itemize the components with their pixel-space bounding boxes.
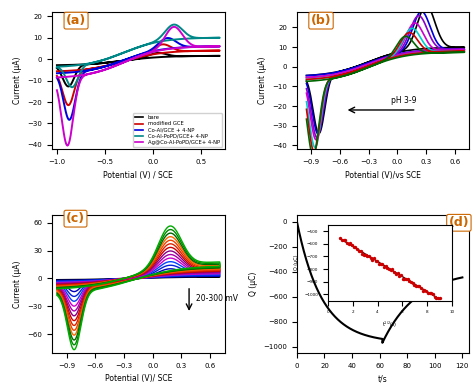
Text: 20-300 mV: 20-300 mV <box>196 294 238 303</box>
Y-axis label: Current (μA): Current (μA) <box>13 260 22 308</box>
Ag@Co-Al-PoPD/GCE+ 4-NP <box>186 40 192 45</box>
Line: bare: bare <box>57 53 220 87</box>
Y-axis label: Current (μA): Current (μA) <box>258 57 267 104</box>
modified GCE <box>54 74 60 78</box>
Co-Al/GCE + 4-NP <box>87 68 93 73</box>
Co-Al-PoPD/GCE+ 4-NP <box>126 49 131 53</box>
bare <box>126 58 131 62</box>
bare <box>54 66 60 71</box>
Co-Al-PoPD/GCE+ 4-NP <box>87 61 93 65</box>
Co-Al-PoPD/GCE+ 4-NP <box>172 22 177 27</box>
Co-Al/GCE + 4-NP <box>119 58 125 63</box>
bare <box>119 58 125 63</box>
Text: (b): (b) <box>310 14 331 27</box>
modified GCE <box>119 59 125 64</box>
Ag@Co-Al-PoPD/GCE+ 4-NP <box>54 75 60 80</box>
Line: Co-Al-PoPD/GCE+ 4-NP: Co-Al-PoPD/GCE+ 4-NP <box>57 25 220 87</box>
Co-Al-PoPD/GCE+ 4-NP <box>198 36 204 40</box>
modified GCE <box>156 51 162 56</box>
Text: pH 3-9: pH 3-9 <box>391 96 417 105</box>
X-axis label: Potential (V)/ SCE: Potential (V)/ SCE <box>105 374 172 383</box>
Y-axis label: Current (μA): Current (μA) <box>13 57 22 104</box>
bare <box>198 54 204 58</box>
bare <box>54 63 60 67</box>
modified GCE <box>186 49 192 53</box>
Co-Al-PoPD/GCE+ 4-NP <box>119 51 125 56</box>
modified GCE <box>160 42 166 47</box>
modified GCE <box>126 58 131 62</box>
Co-Al/GCE + 4-NP <box>165 36 171 40</box>
Co-Al-PoPD/GCE+ 4-NP <box>54 64 60 69</box>
Ag@Co-Al-PoPD/GCE+ 4-NP <box>119 60 125 65</box>
Co-Al-PoPD/GCE+ 4-NP <box>156 40 162 44</box>
modified GCE <box>65 103 71 107</box>
Co-Al/GCE + 4-NP <box>198 44 204 49</box>
X-axis label: t/s: t/s <box>378 374 388 383</box>
Ag@Co-Al-PoPD/GCE+ 4-NP <box>171 25 177 29</box>
modified GCE <box>198 49 204 53</box>
Co-Al/GCE + 4-NP <box>54 75 60 80</box>
bare <box>65 84 71 89</box>
Co-Al/GCE + 4-NP <box>126 56 131 61</box>
bare <box>156 55 162 60</box>
modified GCE <box>54 69 60 74</box>
Ag@Co-Al-PoPD/GCE+ 4-NP <box>198 44 204 49</box>
Co-Al-PoPD/GCE+ 4-NP <box>69 85 75 89</box>
X-axis label: Potential (V)/vs SCE: Potential (V)/vs SCE <box>345 171 421 180</box>
Ag@Co-Al-PoPD/GCE+ 4-NP <box>126 58 131 63</box>
Line: Co-Al/GCE + 4-NP: Co-Al/GCE + 4-NP <box>57 38 220 120</box>
Co-Al/GCE + 4-NP <box>186 44 192 49</box>
Line: modified GCE: modified GCE <box>57 44 220 105</box>
Co-Al/GCE + 4-NP <box>66 118 72 122</box>
Legend: bare, modified GCE, Co-Al/GCE + 4-NP, Co-Al-PoPD/GCE+ 4-NP, Ag@Co-Al-PoPD/GCE+ 4: bare, modified GCE, Co-Al/GCE + 4-NP, Co… <box>133 113 222 147</box>
Co-Al-PoPD/GCE+ 4-NP <box>186 33 192 38</box>
Ag@Co-Al-PoPD/GCE+ 4-NP <box>87 71 93 76</box>
Text: (d): (d) <box>448 216 469 229</box>
Co-Al/GCE + 4-NP <box>156 48 162 53</box>
modified GCE <box>87 66 93 71</box>
bare <box>87 62 93 66</box>
bare <box>155 51 161 55</box>
Y-axis label: Q (μC): Q (μC) <box>249 272 258 296</box>
Co-Al/GCE + 4-NP <box>54 71 60 76</box>
Ag@Co-Al-PoPD/GCE+ 4-NP <box>64 143 70 148</box>
Text: (a): (a) <box>66 14 86 27</box>
Co-Al-PoPD/GCE+ 4-NP <box>54 65 60 70</box>
Ag@Co-Al-PoPD/GCE+ 4-NP <box>54 88 60 93</box>
X-axis label: Potential (V) / SCE: Potential (V) / SCE <box>103 171 173 180</box>
Ag@Co-Al-PoPD/GCE+ 4-NP <box>156 48 162 53</box>
Line: Ag@Co-Al-PoPD/GCE+ 4-NP: Ag@Co-Al-PoPD/GCE+ 4-NP <box>57 27 220 145</box>
bare <box>186 54 192 58</box>
Text: (c): (c) <box>66 212 85 225</box>
